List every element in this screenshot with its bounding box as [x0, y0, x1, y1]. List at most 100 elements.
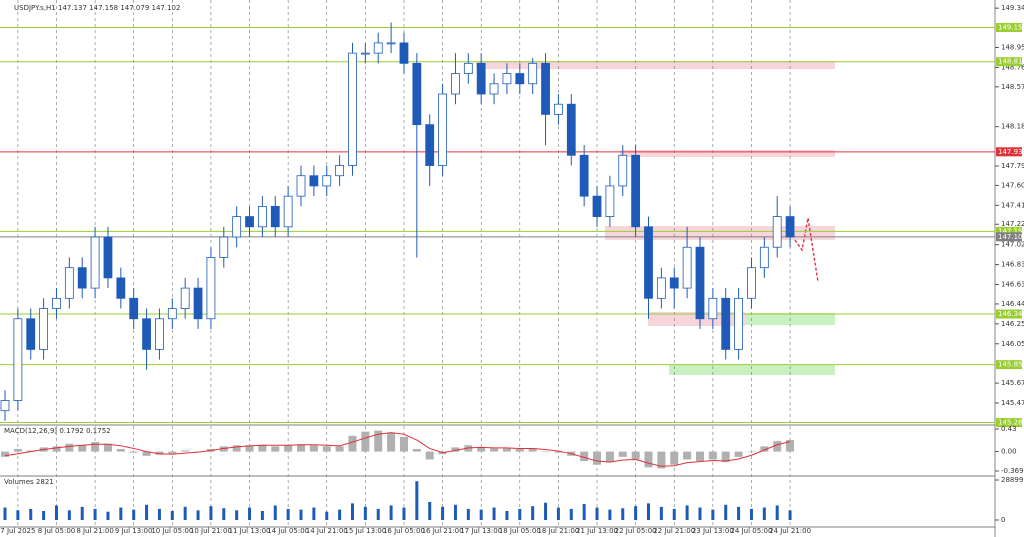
- candle-body: [373, 42, 383, 54]
- candle-body: [695, 246, 705, 320]
- y-tick-label: 148.760: [1001, 63, 1024, 71]
- candle-body: [618, 154, 628, 187]
- level-label-bg: [996, 147, 1022, 157]
- y-tick-label: 146.445: [1001, 300, 1024, 308]
- level-label-bg: [996, 309, 1022, 319]
- candle-body: [579, 154, 589, 197]
- x-tick-label: 8 Jul 05:00: [38, 527, 76, 535]
- macd-bar: [91, 442, 100, 452]
- volume-bar: [724, 504, 728, 520]
- candle-body: [103, 236, 113, 279]
- volume-bar: [749, 508, 753, 520]
- volume-bar: [42, 511, 46, 520]
- level-label-bg: [996, 232, 1022, 242]
- macd-bar: [786, 440, 795, 452]
- candle-body: [785, 216, 795, 238]
- x-tick-label: 11 Jul 13:00: [229, 527, 271, 535]
- candle-body: [309, 175, 319, 187]
- macd-bar: [26, 450, 35, 452]
- volume-bar: [260, 511, 264, 520]
- x-tick-label: 16 Jul 05:00: [383, 527, 425, 535]
- volume-bar: [544, 502, 548, 520]
- volume-bar: [711, 509, 715, 520]
- candle-body: [296, 175, 306, 197]
- candle-body: [155, 318, 164, 350]
- volume-bar: [556, 507, 560, 520]
- candle-body: [541, 62, 550, 115]
- macd-bar: [52, 446, 61, 452]
- x-tick-label: 17 Jul 13:00: [460, 527, 502, 535]
- volume-bar: [363, 506, 367, 520]
- macd-bar: [297, 444, 306, 452]
- y-tick-label: 147.225: [1001, 220, 1024, 228]
- y-tick-label: 145.475: [1001, 399, 1024, 407]
- volume-bar: [196, 510, 200, 520]
- y-tick-label: 28899: [1001, 476, 1023, 484]
- macd-bar: [593, 451, 602, 465]
- candle-body: [167, 308, 177, 320]
- level-label-bg: [996, 360, 1022, 370]
- y-tick-label: 145.670: [1001, 379, 1024, 387]
- volume-bar: [698, 507, 702, 520]
- candle-body: [489, 83, 499, 95]
- macd-bar: [683, 451, 692, 460]
- macd-bar: [374, 430, 383, 452]
- y-tick-label: 146.055: [1001, 340, 1024, 348]
- candle-body: [644, 226, 653, 299]
- y-tick-label: 0.00: [1001, 448, 1017, 456]
- x-tick-label: 16 Jul 21:00: [422, 527, 464, 535]
- candle-body: [669, 277, 679, 289]
- volume-bar: [157, 508, 161, 520]
- candle-body: [77, 267, 87, 289]
- volume-bar: [132, 509, 136, 520]
- candle-body: [90, 236, 100, 289]
- candle-body: [759, 246, 769, 269]
- level-label-bg: [996, 57, 1022, 67]
- macd-bar: [1, 451, 9, 457]
- candle-body: [386, 42, 396, 45]
- y-tick-label: 146.250: [1001, 320, 1024, 328]
- y-tick-label: 147.410: [1001, 201, 1024, 209]
- volume-bar: [183, 506, 187, 520]
- projection-arrow: [794, 217, 819, 283]
- macd-bar: [760, 446, 769, 452]
- volume-bar: [788, 510, 792, 520]
- macd-bar: [695, 451, 704, 462]
- macd-bar: [168, 451, 177, 454]
- candle-body: [605, 185, 615, 217]
- volume-bar: [222, 508, 226, 520]
- candle-body: [180, 287, 190, 309]
- candle-body: [193, 287, 203, 320]
- macd-bar: [605, 451, 614, 463]
- volume-bar: [659, 506, 663, 520]
- volume-bar: [737, 506, 741, 520]
- candle-body: [142, 318, 151, 350]
- macd-bar: [580, 451, 589, 462]
- macd-bar: [708, 451, 717, 460]
- candle-body: [283, 195, 293, 228]
- x-tick-label: 9 Jul 13:00: [115, 527, 153, 535]
- macd-bar: [425, 451, 434, 460]
- candle-body: [747, 267, 756, 299]
- candle-body: [245, 216, 254, 228]
- y-tick-label: 148.955: [1001, 44, 1024, 52]
- volume-bar: [518, 508, 522, 520]
- macd-title: MACD(12,26,9) 0.1792 0.1752: [4, 427, 111, 435]
- candle-body: [425, 124, 435, 166]
- macd-bar: [309, 445, 318, 452]
- candle-body: [502, 73, 512, 85]
- volume-bar: [209, 506, 213, 520]
- macd-bar: [477, 447, 486, 452]
- volume-bar: [338, 509, 342, 520]
- macd-bar: [451, 447, 460, 452]
- macd-bar: [387, 432, 396, 452]
- level-label: 145.851: [998, 361, 1024, 369]
- macd-bar: [271, 446, 280, 452]
- zone: [669, 365, 835, 375]
- macd-bar: [245, 445, 254, 452]
- x-tick-label: 24 Jul 21:00: [769, 527, 811, 535]
- candle-body: [476, 62, 486, 95]
- volume-bar: [762, 507, 766, 520]
